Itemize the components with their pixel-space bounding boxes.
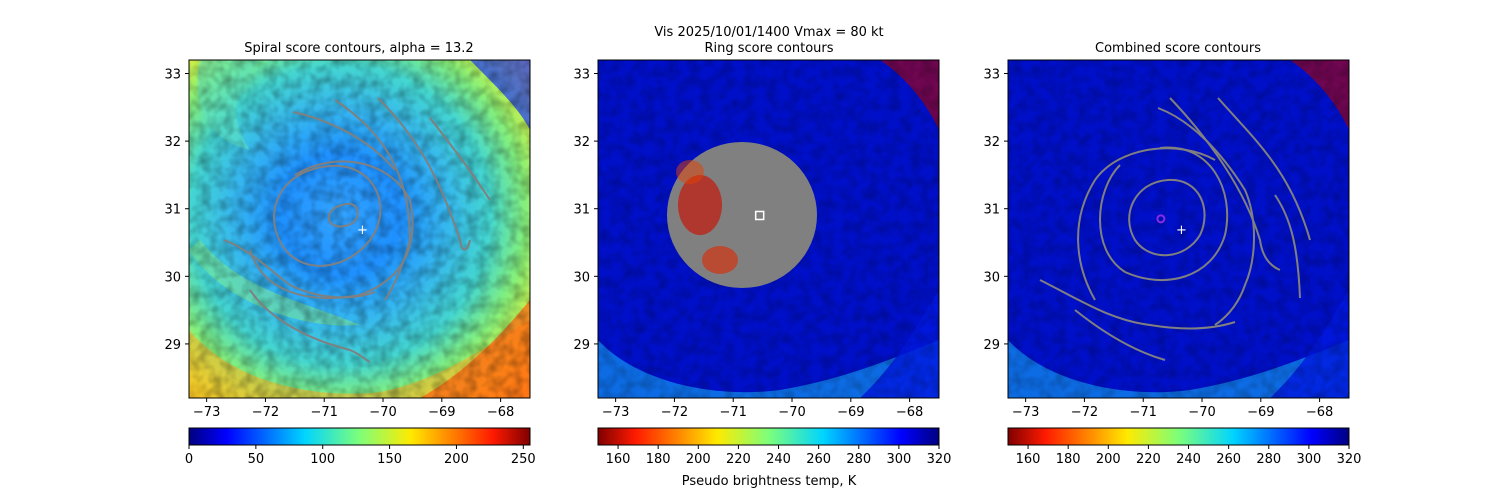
figure-suptitle: Vis 2025/10/01/1400 Vmax = 80 kt (654, 25, 883, 40)
x-tick-label: −68 (1306, 405, 1333, 420)
ring-axes-ticks: −73 −72 −71 −70 −69 −68 29 30 31 32 33 (573, 68, 923, 420)
colorbar-tick-label: 260 (806, 452, 831, 467)
x-tick-label: −69 (428, 405, 455, 420)
combined-score-contours (1039, 97, 1311, 361)
y-tick-label: 33 (573, 68, 590, 83)
combined-score-marker (1156, 214, 1166, 224)
x-tick-label: −71 (1130, 405, 1157, 420)
ring-image (598, 60, 939, 398)
colorbar-tick-label: 160 (606, 452, 631, 467)
ring-panel-title: Ring score contours (704, 41, 833, 56)
spiral-image (189, 60, 530, 398)
x-tick-label: −72 (252, 405, 279, 420)
colorbar-tick-label: 150 (377, 452, 402, 467)
colorbar-spiral-ticks: 0 50 100 150 200 250 (185, 445, 536, 467)
colorbar-spiral: 0 50 100 150 200 250 (185, 427, 536, 467)
combined-axes-frame (1007, 59, 1350, 399)
colorbar-tick-label: 220 (1136, 452, 1161, 467)
y-tick-label: 32 (164, 135, 181, 150)
panel-spiral: −73 −72 −71 −70 −69 −68 29 30 31 32 33 + Spiral sc… (164, 41, 531, 420)
ring-mask (667, 142, 817, 288)
y-tick-label: 32 (573, 135, 590, 150)
x-tick-label: −72 (1071, 405, 1098, 420)
combined-center-marker: + (1176, 223, 1187, 238)
colorbar-combined-ticks: 160 180 200 220 240 260 280 300 320 (1016, 445, 1362, 467)
combined-panel-title: Combined score contours (1095, 41, 1261, 56)
panel-combined: −73 −72 −71 −70 −69 −68 29 30 31 32 33 + Combined … (983, 41, 1350, 420)
spiral-center-marker: + (357, 223, 368, 238)
colorbar-spiral-gradient (188, 427, 531, 446)
colorbar-tick-label: 180 (1056, 452, 1081, 467)
colorbar-tick-label: 320 (1337, 452, 1362, 467)
x-tick-label: −68 (487, 405, 514, 420)
x-tick-label: −69 (837, 405, 864, 420)
colorbar-tick-label: 240 (1176, 452, 1201, 467)
x-tick-label: −70 (778, 405, 805, 420)
colorbar-tick-label: 300 (1296, 452, 1321, 467)
spiral-panel-title: Spiral score contours, alpha = 13.2 (244, 41, 473, 56)
y-tick-label: 33 (164, 68, 181, 83)
y-tick-label: 32 (983, 135, 1000, 150)
colorbar-tick-label: 180 (646, 452, 671, 467)
y-tick-label: 31 (573, 203, 590, 218)
colorbar-tick-label: 260 (1216, 452, 1241, 467)
colorbar-ring-ticks: 160 180 200 220 240 260 280 300 320 (606, 445, 952, 467)
colorbar-tick-label: 200 (444, 452, 469, 467)
colorbar-tick-label: 50 (248, 452, 265, 467)
colorbar-tick-label: 320 (927, 452, 952, 467)
spiral-score-contours (223, 97, 491, 363)
colorbar-tick-label: 300 (886, 452, 911, 467)
x-tick-label: −71 (720, 405, 747, 420)
colorbar-tick-label: 280 (1256, 452, 1281, 467)
colorbar-combined: 160 180 200 220 240 260 280 300 320 (1007, 427, 1362, 467)
y-tick-label: 30 (573, 270, 590, 285)
colorbar-tick-label: 240 (766, 452, 791, 467)
spiral-axes-frame (188, 59, 531, 399)
combined-image (1008, 60, 1349, 398)
y-tick-label: 30 (164, 270, 181, 285)
y-tick-label: 29 (983, 338, 1000, 353)
colorbar-combined-gradient (1007, 427, 1350, 446)
y-tick-label: 29 (164, 338, 181, 353)
colorbar-tick-label: 250 (511, 452, 536, 467)
x-tick-label: −73 (602, 405, 629, 420)
colorbar-ring: 160 180 200 220 240 260 280 300 320 (597, 427, 952, 467)
x-tick-label: −70 (369, 405, 396, 420)
x-tick-label: −69 (1247, 405, 1274, 420)
y-tick-label: 33 (983, 68, 1000, 83)
colorbar-tick-label: 200 (1096, 452, 1121, 467)
x-tick-label: −73 (1012, 405, 1039, 420)
ring-axes-frame (597, 59, 940, 399)
y-tick-label: 31 (164, 203, 181, 218)
x-tick-label: −72 (661, 405, 688, 420)
colorbar-tick-label: 280 (846, 452, 871, 467)
combined-axes-ticks: −73 −72 −71 −70 −69 −68 29 30 31 32 33 (983, 68, 1333, 420)
x-tick-label: −70 (1188, 405, 1215, 420)
colorbar-ring-gradient (597, 427, 940, 446)
colorbar-tick-label: 100 (310, 452, 335, 467)
spiral-axes-ticks: −73 −72 −71 −70 −69 −68 29 30 31 32 33 (164, 68, 514, 420)
y-tick-label: 29 (573, 338, 590, 353)
colorbar-tick-label: 0 (185, 452, 193, 467)
colorbar-tick-label: 200 (686, 452, 711, 467)
x-tick-label: −73 (193, 405, 220, 420)
y-tick-label: 31 (983, 203, 1000, 218)
colorbar-tick-label: 220 (726, 452, 751, 467)
x-tick-label: −68 (896, 405, 923, 420)
panel-ring: −73 −72 −71 −70 −69 −68 29 30 31 32 33 Ring score … (573, 41, 940, 420)
colorbar-label: Pseudo brightness temp, K (682, 474, 857, 489)
ring-center-marker (754, 210, 765, 221)
colorbar-tick-label: 160 (1016, 452, 1041, 467)
x-tick-label: −71 (311, 405, 338, 420)
y-tick-label: 30 (983, 270, 1000, 285)
